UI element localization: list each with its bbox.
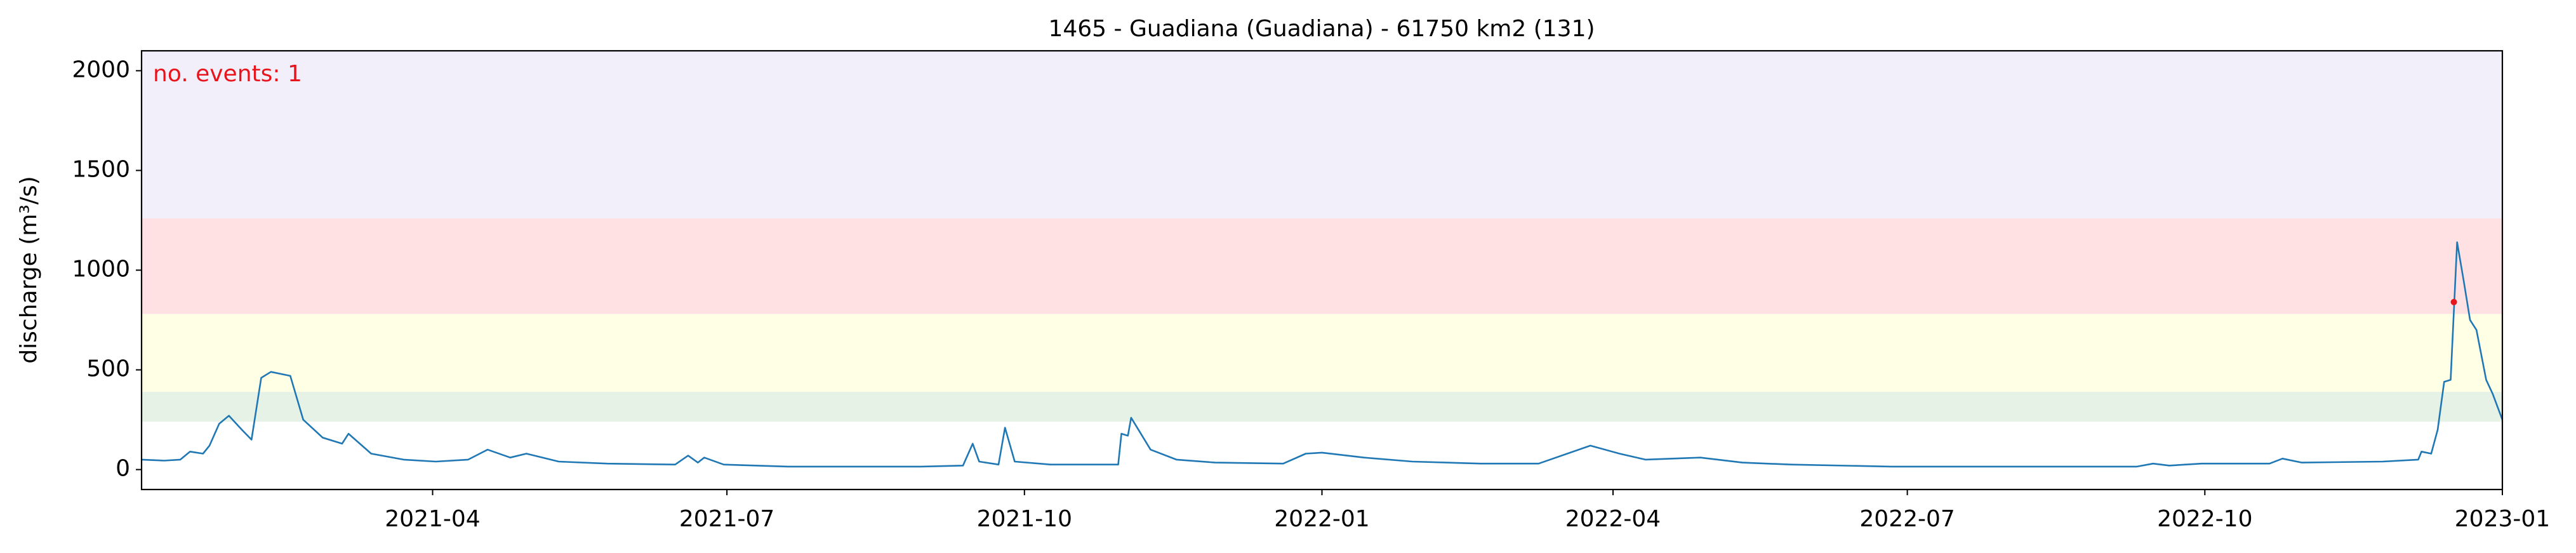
- threshold-band: [142, 392, 2502, 422]
- x-tick-label: 2021-10: [977, 506, 1072, 532]
- x-tick-label: 2021-07: [679, 506, 774, 532]
- annotation: no. events: 1: [153, 61, 302, 87]
- threshold-band: [142, 51, 2502, 218]
- x-tick-label: 2022-01: [1274, 506, 1369, 532]
- threshold-band: [142, 314, 2502, 392]
- y-axis-label: discharge (m³/s): [16, 176, 42, 363]
- threshold-band: [142, 218, 2502, 314]
- data-line: [141, 241, 2504, 468]
- chart-title: 1465 - Guadiana (Guadiana) - 61750 km2 (…: [1048, 16, 1595, 42]
- y-tick-label: 1500: [72, 156, 130, 182]
- y-tick-label: 1000: [72, 257, 130, 283]
- y-tick-label: 0: [116, 456, 130, 482]
- x-tick-label: 2022-04: [1565, 506, 1661, 532]
- x-tick-label: 2023-01: [2455, 506, 2550, 532]
- event-point: [2450, 298, 2457, 305]
- x-tick-label: 2022-07: [1859, 506, 1955, 532]
- x-tick-label: 2022-10: [2157, 506, 2252, 532]
- y-tick-label: 500: [86, 356, 130, 382]
- x-tick-label: 2021-04: [385, 506, 480, 532]
- y-tick-label: 2000: [72, 57, 130, 83]
